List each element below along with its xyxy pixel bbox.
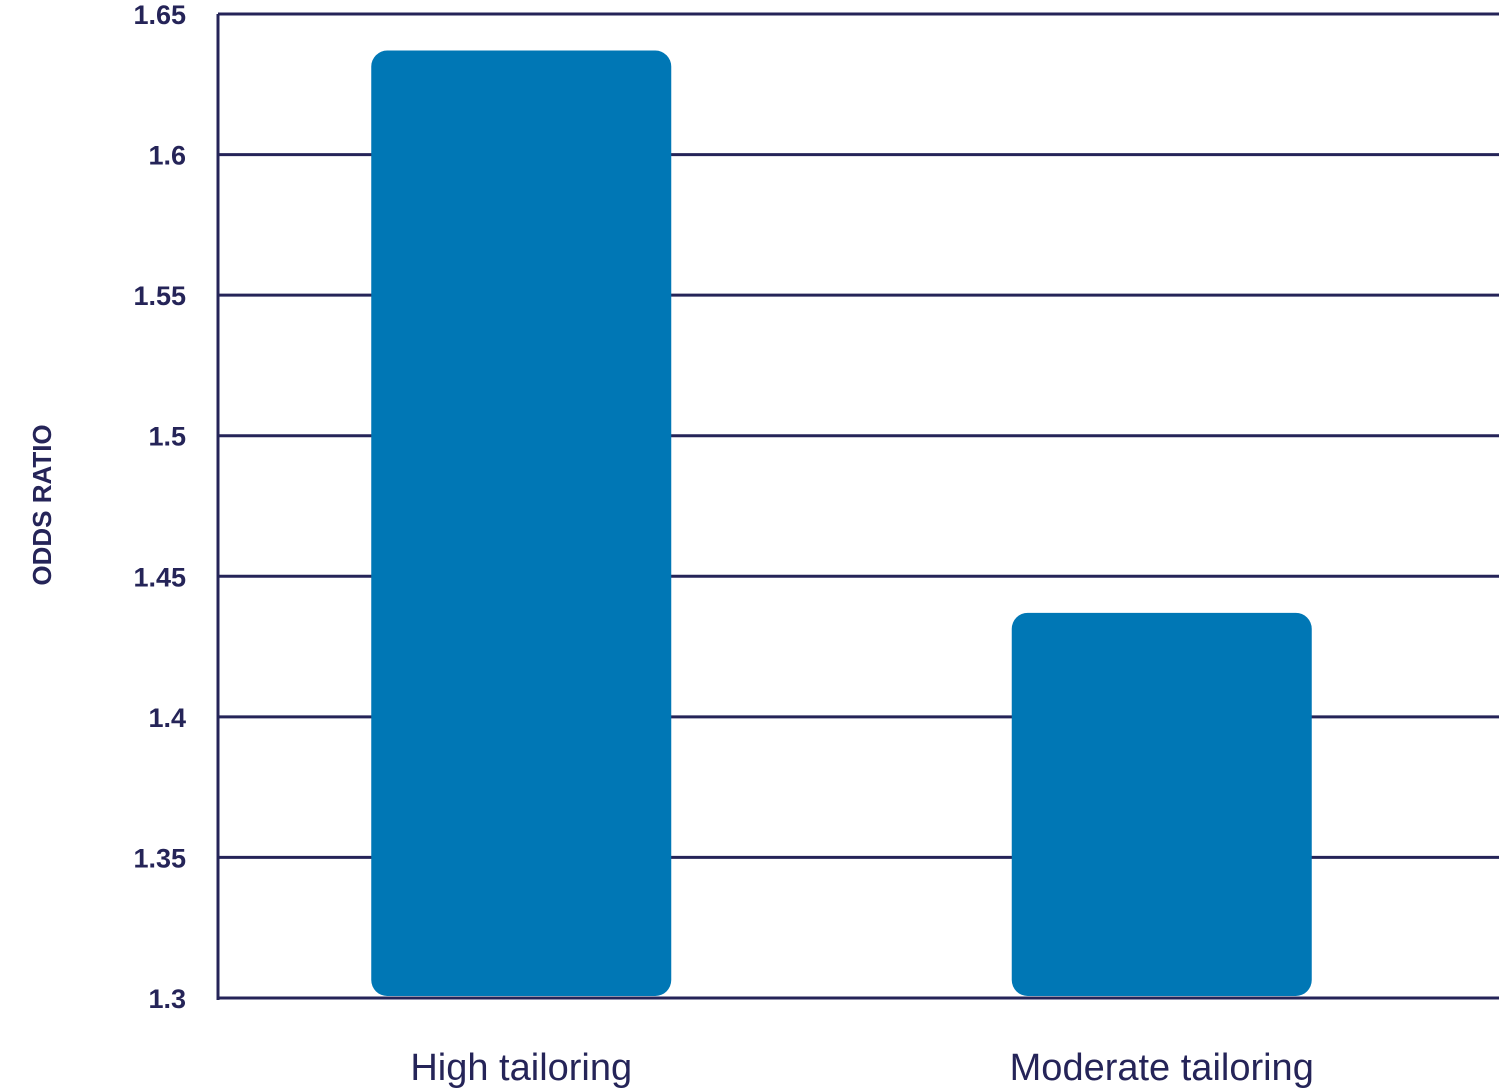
bar xyxy=(371,50,672,996)
bar xyxy=(1011,612,1312,996)
y-tick-label: 1.5 xyxy=(148,422,186,452)
x-category-labels: High tailoring Moderate tailoring xyxy=(410,1047,1313,1089)
y-tick-labels: 1.3 1.35 1.4 1.45 1.5 1.55 1.6 1.65 xyxy=(133,0,186,1014)
axes xyxy=(216,12,1499,1000)
x-category-label: Moderate tailoring xyxy=(1010,1047,1314,1089)
y-tick-label: 1.45 xyxy=(133,562,186,592)
y-tick-label: 1.3 xyxy=(148,984,186,1014)
y-tick-label: 1.4 xyxy=(148,703,186,733)
y-axis-title: ODDS RATIO xyxy=(27,424,57,585)
y-tick-label: 1.65 xyxy=(133,0,186,30)
x-category-label: High tailoring xyxy=(410,1047,632,1089)
y-tick-label: 1.35 xyxy=(133,843,186,873)
bars xyxy=(371,50,1312,996)
y-tick-label: 1.6 xyxy=(148,141,186,171)
y-tick-label: 1.55 xyxy=(133,281,186,311)
